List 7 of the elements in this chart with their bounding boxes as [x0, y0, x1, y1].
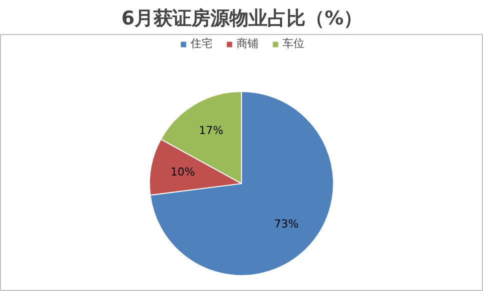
- data-label: 73%: [274, 218, 299, 231]
- data-label: 10%: [170, 166, 195, 179]
- legend-label: 住宅: [190, 36, 212, 51]
- legend-label: 车位: [282, 36, 304, 51]
- legend-label: 商铺: [236, 36, 258, 51]
- chart-title: 6月获证房源物业占比（%）: [121, 8, 363, 30]
- data-label: 17%: [198, 124, 224, 138]
